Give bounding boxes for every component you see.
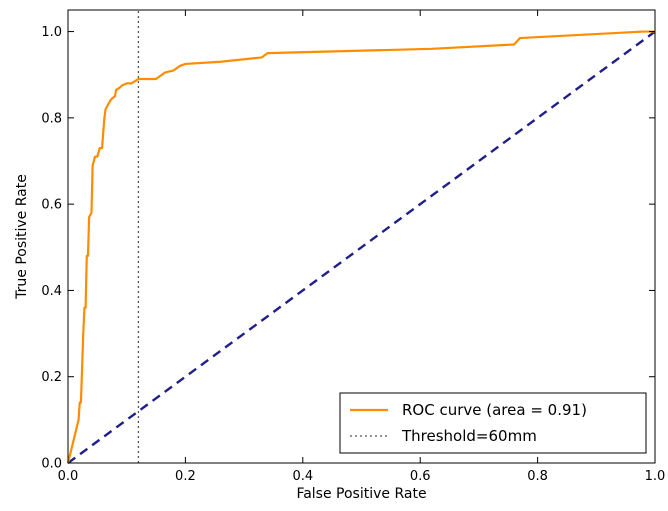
x-tick-label: 1.0: [645, 469, 666, 484]
y-tick-label: 0.4: [41, 284, 62, 299]
x-tick-label: 0.6: [410, 469, 431, 484]
roc-curve-line: [66, 30, 655, 464]
y-tick-label: 0.8: [41, 111, 62, 126]
legend: ROC curve (area = 0.91) Threshold=60mm: [339, 392, 647, 454]
x-axis-label: False Positive Rate: [296, 486, 426, 502]
chance-diagonal-line: [67, 30, 656, 464]
x-tick-label: 0.4: [292, 469, 313, 484]
y-axis-label: True Positive Rate: [14, 174, 30, 300]
y-tick-label: 0.2: [41, 370, 62, 385]
y-tick-label: 0.6: [41, 198, 62, 213]
legend-label-threshold: Threshold=60mm: [401, 427, 537, 445]
plot-area: [66, 10, 656, 464]
x-tick-label: 0.0: [58, 469, 79, 484]
plot-frame: [67, 9, 656, 464]
y-tick-label: 0.0: [41, 457, 62, 472]
x-tick-label: 0.2: [175, 469, 196, 484]
x-tick-label: 0.8: [527, 469, 548, 484]
legend-label-roc-curve: ROC curve (area = 0.91): [402, 401, 587, 419]
y-tick-label: 1.0: [41, 25, 62, 40]
legend-box: [339, 392, 647, 454]
